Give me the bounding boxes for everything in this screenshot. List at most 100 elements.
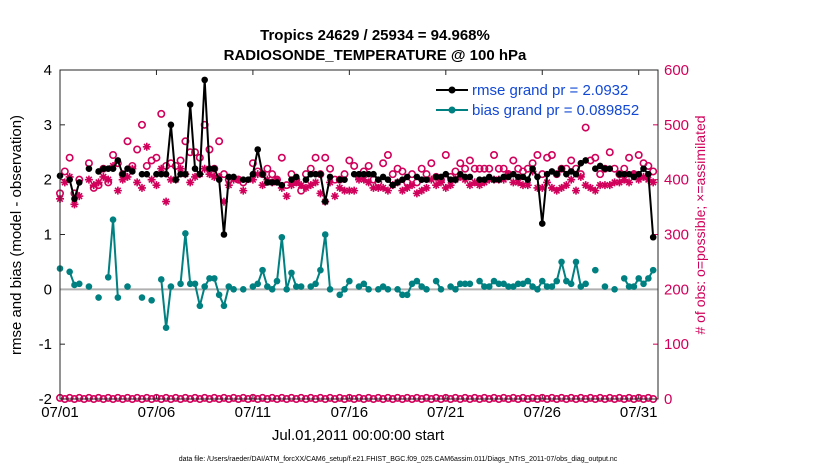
- obs-possible-point: [509, 156, 518, 165]
- obs-baseline-point: [229, 393, 238, 402]
- rmse-point: [341, 176, 348, 183]
- obs-assimilated-point: [340, 186, 349, 195]
- bias-point: [485, 283, 493, 290]
- obs-assimilated-point: [620, 175, 629, 184]
- bias-point: [182, 230, 189, 237]
- y-right-tick-label: 200: [664, 281, 689, 298]
- bias-point: [288, 269, 295, 277]
- rmse-point: [215, 176, 223, 183]
- y-tick-label: 2: [44, 172, 52, 189]
- rmse-point: [95, 168, 102, 175]
- obs-assimilated-point: [84, 175, 93, 184]
- bias-point: [239, 286, 247, 293]
- obs-possible-point: [65, 153, 74, 162]
- bias-point: [495, 280, 503, 288]
- obs-assimilated-point: [441, 183, 450, 192]
- legend-bias-label: bias grand pr = 0.089852: [472, 102, 639, 119]
- bias-point: [312, 280, 319, 288]
- bias-point: [162, 324, 170, 332]
- obs-assimilated-point: [70, 200, 79, 209]
- obs-assimilated-point: [301, 183, 310, 192]
- rmse-point: [601, 165, 609, 172]
- obs-assimilated-point: [137, 183, 146, 192]
- rmse-point: [553, 170, 561, 178]
- bias-point: [206, 275, 213, 282]
- obs-baseline-point: [219, 393, 228, 402]
- obs-possible-point: [605, 148, 614, 157]
- obs-assimilated-point: [533, 183, 542, 192]
- legend-box: [432, 78, 654, 123]
- bias-point: [259, 266, 266, 274]
- obs-baseline-point: [576, 393, 585, 402]
- obs-possible-point: [364, 161, 373, 170]
- bias-point: [466, 280, 474, 288]
- rmse-point: [649, 233, 657, 241]
- obs-assimilated-point: [586, 183, 595, 192]
- obs-baseline-point: [634, 393, 643, 402]
- obs-possible-point: [248, 159, 257, 168]
- obs-baseline-point: [412, 393, 421, 402]
- chart-title-line1: Tropics 24629 / 25934 = 94.968%: [260, 27, 490, 44]
- y-right-tick-label: 0: [664, 391, 672, 408]
- obs-possible-point: [490, 150, 499, 159]
- bias-point: [138, 294, 146, 301]
- rmse-point: [71, 195, 78, 203]
- obs-baseline-point: [441, 393, 450, 402]
- obs-assimilated-point: [186, 178, 195, 187]
- bias-point: [278, 233, 286, 241]
- obs-assimilated-point: [432, 181, 441, 190]
- obs-assimilated-point: [89, 181, 98, 190]
- obs-possible-point: [625, 153, 634, 162]
- obs-baseline-point: [152, 393, 161, 402]
- obs-assimilated-point: [383, 186, 392, 195]
- rmse-point: [211, 165, 218, 172]
- obs-assimilated-point: [552, 186, 561, 195]
- y-tick-label: -1: [39, 336, 52, 353]
- obs-assimilated-point: [557, 183, 566, 192]
- obs-assimilated-point: [345, 186, 354, 195]
- rmse-point: [635, 170, 643, 178]
- obs-possible-point: [398, 167, 407, 176]
- obs-assimilated-point: [509, 178, 518, 187]
- x-tick-label: 07/11: [235, 404, 271, 421]
- obs-assimilated-point: [596, 181, 605, 190]
- legend-rmse-marker: [448, 86, 456, 94]
- rmse-point: [394, 179, 401, 186]
- obs-baseline-point: [605, 393, 614, 402]
- bias-point: [273, 277, 281, 285]
- obs-baseline-point: [586, 393, 595, 402]
- rmse-point: [75, 179, 83, 186]
- bias-point: [524, 277, 532, 285]
- bias-point: [534, 286, 541, 293]
- obs-assimilated-point: [292, 178, 301, 187]
- bias-point: [355, 283, 363, 290]
- obs-possible-point: [157, 109, 166, 118]
- rmse-point: [418, 176, 425, 183]
- obs-baseline-point: [345, 393, 354, 402]
- plot-area: [60, 70, 658, 399]
- bias-point: [211, 275, 218, 282]
- bias-point: [538, 277, 546, 285]
- rmse-point: [85, 165, 93, 172]
- rmse-point: [577, 159, 585, 167]
- obs-assimilated-point: [191, 172, 200, 181]
- rmse-point: [543, 170, 551, 178]
- bias-point: [529, 283, 536, 290]
- rmse-point: [201, 76, 208, 84]
- x-tick-label: 07/21: [427, 404, 465, 421]
- obs-assimilated-point: [118, 175, 127, 184]
- obs-possible-point: [383, 150, 392, 159]
- bias-point: [196, 302, 204, 310]
- rmse-point: [273, 179, 281, 186]
- y-tick-label: 4: [44, 62, 52, 79]
- bias-point: [157, 276, 165, 283]
- obs-assimilated-point: [162, 197, 171, 206]
- bias-point: [630, 283, 638, 290]
- obs-baseline-point: [461, 393, 470, 402]
- obs-baseline-point: [316, 393, 325, 402]
- bias-point: [360, 280, 368, 288]
- rmse-point: [312, 170, 319, 178]
- obs-assimilated-point: [379, 183, 388, 192]
- bias-point: [230, 286, 237, 293]
- bias-point: [640, 280, 647, 288]
